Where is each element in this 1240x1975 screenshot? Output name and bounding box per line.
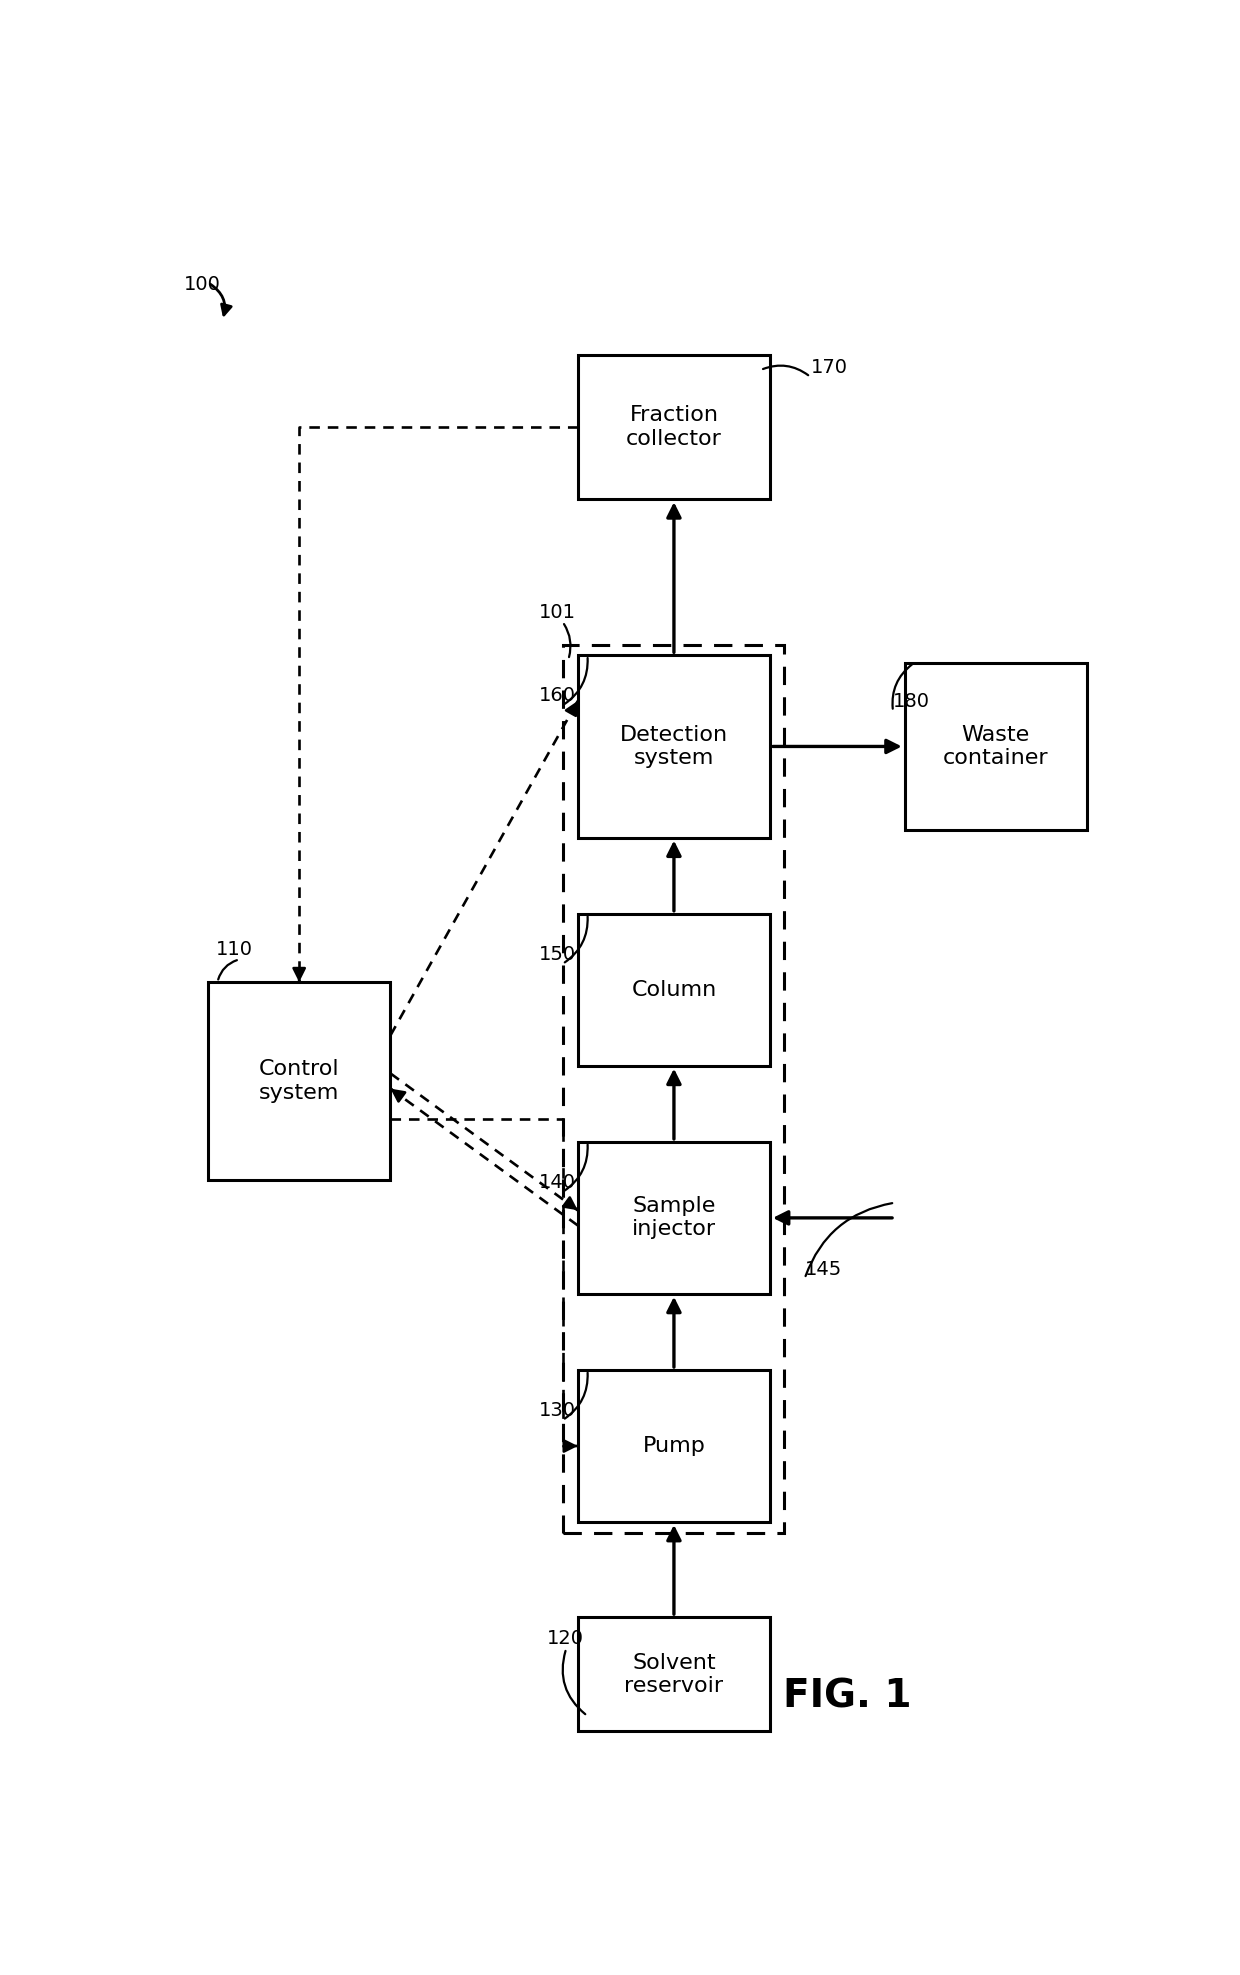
Bar — [578, 1618, 770, 1732]
Text: Waste
container: Waste container — [944, 725, 1049, 768]
Bar — [905, 664, 1087, 830]
Text: 150: 150 — [538, 944, 575, 964]
Text: 170: 170 — [811, 357, 847, 377]
Text: 101: 101 — [538, 602, 575, 622]
Bar — [208, 982, 391, 1179]
Text: FIG. 1: FIG. 1 — [782, 1679, 911, 1716]
Text: Solvent
reservoir: Solvent reservoir — [625, 1653, 723, 1697]
Text: 160: 160 — [538, 687, 575, 705]
Text: 145: 145 — [805, 1260, 842, 1278]
Text: Fraction
collector: Fraction collector — [626, 405, 722, 448]
Text: 140: 140 — [538, 1173, 575, 1193]
Text: Sample
injector: Sample injector — [632, 1197, 715, 1240]
Text: 100: 100 — [184, 275, 221, 294]
Text: 110: 110 — [216, 940, 253, 960]
Bar — [578, 1142, 770, 1294]
Text: Detection
system: Detection system — [620, 725, 728, 768]
Text: 180: 180 — [893, 693, 930, 711]
Text: Column: Column — [631, 980, 717, 999]
Bar — [563, 644, 785, 1533]
Bar — [578, 914, 770, 1066]
Text: Control
system: Control system — [259, 1059, 340, 1102]
Bar — [578, 656, 770, 837]
Bar — [578, 356, 770, 500]
Text: 130: 130 — [538, 1400, 575, 1420]
Bar — [578, 1371, 770, 1523]
Text: 120: 120 — [547, 1629, 584, 1649]
Text: Pump: Pump — [642, 1436, 706, 1456]
